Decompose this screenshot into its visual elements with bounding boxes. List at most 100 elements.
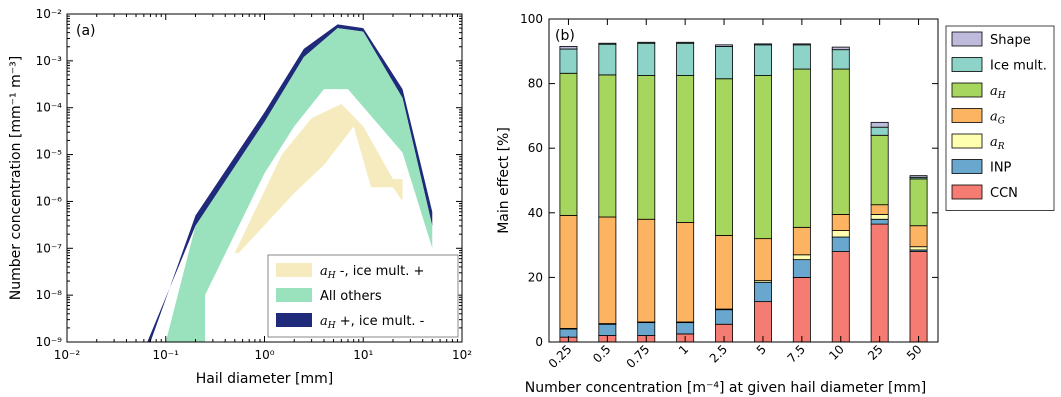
bar-segment — [676, 75, 695, 223]
bar-segment — [676, 222, 695, 323]
bar-segment — [909, 178, 928, 227]
x-tick-label: 25 — [865, 342, 886, 363]
bar-segment — [715, 235, 734, 310]
x-tick-label: 10⁻¹ — [153, 348, 180, 362]
legend-swatch — [276, 313, 312, 327]
y-axis-label: Number concentration [mm⁻¹ m⁻³] — [8, 56, 24, 300]
bar-segment — [909, 175, 928, 178]
y-tick-label: 60 — [528, 141, 543, 155]
bar-segment — [598, 43, 617, 76]
x-tick-label: 10 — [826, 342, 847, 363]
bar-segment — [831, 49, 850, 70]
bar-segment — [753, 238, 772, 282]
y-tick-label: 0 — [535, 335, 543, 349]
bar-segment — [870, 204, 889, 215]
y-tick-label: 40 — [528, 206, 543, 220]
panel-label-a: (a) — [76, 23, 96, 39]
legend-entry: INP — [990, 161, 1012, 176]
bar-segment — [637, 218, 656, 323]
bar-segment — [676, 41, 695, 44]
bar-segment — [870, 223, 889, 343]
y-tick-label: 10⁻² — [36, 7, 63, 21]
x-tick-label: 10⁻² — [54, 348, 81, 362]
bar-segment — [637, 322, 656, 336]
bar-segment — [637, 75, 656, 220]
bar-segment — [792, 254, 811, 261]
bar-segment — [676, 42, 695, 76]
bar-segment — [598, 74, 617, 218]
x-axis-label: Hail diameter [mm] — [196, 371, 333, 387]
y-axis-label: Main effect [%] — [496, 127, 512, 234]
y-tick-label: 10⁻⁸ — [36, 288, 63, 302]
x-tick-label: 0.75 — [624, 342, 653, 371]
area-series-1 — [165, 28, 433, 342]
x-tick-label: 10² — [452, 348, 472, 362]
bar-segment — [559, 72, 578, 216]
bar-segment — [909, 225, 928, 248]
y-tick-label: 10⁻³ — [36, 54, 63, 68]
x-tick-label: 10¹ — [353, 348, 373, 362]
legend-entry: aH — [990, 84, 1006, 101]
bar-segment — [909, 246, 928, 251]
bar-segment — [753, 281, 772, 303]
bar-segment — [870, 218, 889, 225]
x-tick-label: 7.5 — [785, 342, 808, 365]
bar-segment — [792, 43, 811, 46]
bar-segment — [753, 301, 772, 343]
bar-segment — [598, 323, 617, 336]
area-series-2 — [234, 104, 403, 253]
bar-segment — [753, 75, 772, 240]
bar-segment — [753, 43, 772, 46]
legend-swatch — [951, 82, 983, 98]
bar-segment — [831, 236, 850, 252]
panel-a: 10⁻² 10⁻¹ 10⁰ 10¹ 10² 10⁻⁹ 10⁻⁸ 10⁻⁷ 10⁻⁶ 10⁻⁵ 10⁻… — [8, 7, 472, 387]
legend-swatch — [951, 184, 983, 200]
bar-segment — [831, 251, 850, 343]
legend-swatch — [951, 31, 983, 47]
y-tick-label: 80 — [528, 77, 543, 91]
bar-segment — [559, 214, 578, 329]
bar-segment — [792, 276, 811, 343]
legend-entry: All others — [320, 289, 382, 304]
x-tick-label: 1 — [676, 342, 691, 357]
panel-b: 0.25 0.5 0.75 1 2.5 5 7.5 10 25 50 0 20 40 60 80 100 Mai… — [496, 12, 1055, 396]
bar-segment — [753, 44, 772, 76]
legend-entry: aG — [990, 110, 1005, 127]
bar-segment — [831, 214, 850, 231]
bar-segment — [870, 214, 889, 220]
plot-frame-b — [548, 18, 939, 343]
bar-segment — [637, 41, 656, 44]
x-tick-label: 50 — [904, 342, 925, 363]
legend-entry: aH +, ice mult. - — [320, 314, 425, 331]
legend-entry: Ice mult. — [990, 59, 1047, 74]
legend-a: aH -, ice mult. + All others aH +, ice mul… — [267, 254, 459, 338]
legend-entry: aR — [990, 135, 1005, 152]
legend-swatch — [951, 133, 983, 149]
x-tick-label: 0.25 — [546, 342, 575, 371]
legend-b: Shape Ice mult. aH aG aR INP CCN — [945, 25, 1055, 211]
bar-segment — [831, 230, 850, 238]
panel-label-b: (b) — [555, 28, 575, 44]
legend-swatch — [276, 263, 312, 277]
x-axis-label: Number concentration [m⁻⁴] at given hail… — [525, 380, 926, 396]
y-tick-label: 10⁻⁷ — [36, 241, 63, 255]
bar-segment — [870, 134, 889, 206]
y-tick-label: 10⁻⁶ — [36, 194, 63, 208]
bar-segment — [598, 42, 617, 45]
bar-segment — [559, 46, 578, 50]
bar-segment — [637, 42, 656, 76]
x-tick-label: 0.5 — [590, 342, 613, 365]
bar-segment — [792, 259, 811, 278]
legend-swatch — [951, 159, 983, 174]
legend-swatch — [951, 57, 983, 72]
legend-entry: aH -, ice mult. + — [320, 264, 424, 281]
bar-segment — [559, 48, 578, 74]
bar-segment — [559, 328, 578, 338]
bar-segment — [831, 46, 850, 51]
bar-segment — [715, 309, 734, 325]
bar-segment — [715, 78, 734, 236]
x-tick-label: 10⁰ — [254, 348, 274, 362]
legend-swatch — [951, 108, 983, 123]
